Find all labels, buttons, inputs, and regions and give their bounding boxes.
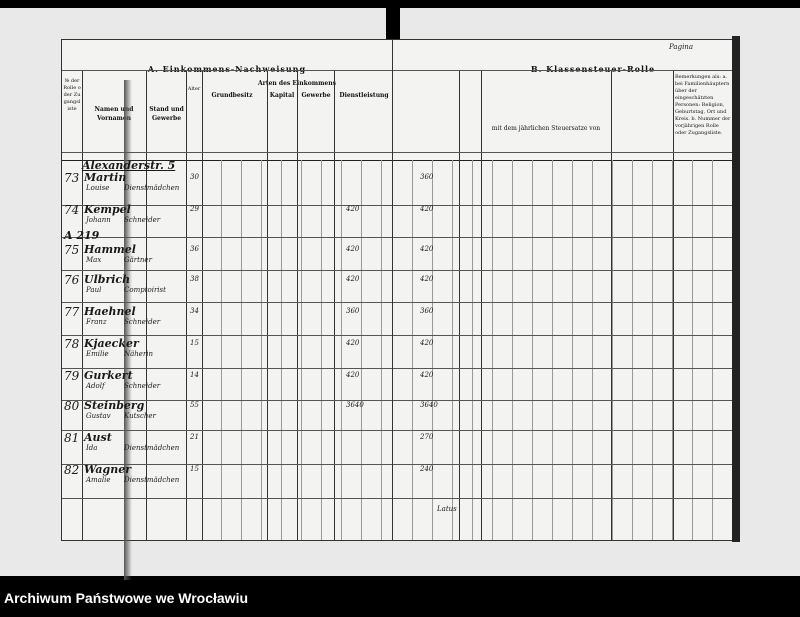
tax-value: 420 — [420, 275, 434, 283]
occupation: Dienstmädchen — [124, 184, 180, 192]
occupation: Comptoirist — [124, 286, 166, 294]
col-age-header: Alter — [187, 86, 201, 92]
income-value: 360 — [346, 307, 360, 315]
row-number: 80 — [64, 399, 80, 413]
first-name: Amalie — [86, 476, 111, 484]
rate-subheader: mit dem jährlichen Steuersatze von — [491, 125, 601, 132]
latus-label: Latus — [437, 505, 457, 513]
tax-value: 360 — [420, 307, 434, 315]
row-number: 78 — [64, 337, 80, 351]
first-name: Emilie — [86, 350, 109, 358]
surname: Ulbrich — [84, 273, 131, 286]
age: 34 — [190, 307, 199, 315]
remarks-header: Bemerkungen als: a. bei Familienhäuptern… — [675, 74, 731, 136]
age: 38 — [190, 275, 199, 283]
occupation: Schneider — [124, 382, 161, 390]
row-number: 73 — [64, 171, 80, 185]
group-grundbesitz: Grundbesitz — [211, 92, 253, 99]
income-value: 420 — [346, 275, 360, 283]
age: 29 — [190, 205, 199, 213]
occupation: Gärtner — [124, 256, 152, 264]
tax-value: 420 — [420, 205, 434, 213]
left-page: A. Einkommens-Nachweisung Arten des Eink… — [62, 40, 392, 580]
first-name: Johann — [86, 216, 111, 224]
age: 14 — [190, 371, 199, 379]
occupation: Dienstmädchen — [124, 476, 180, 484]
first-name: Max — [86, 256, 102, 264]
row-number: 74 — [64, 203, 80, 217]
occupation: Schneider — [124, 216, 161, 224]
occupation: Schneider — [124, 318, 161, 326]
corner-note: Pagina — [669, 43, 693, 51]
surname: Wagner — [84, 463, 132, 476]
age: 15 — [190, 339, 199, 347]
occupation: Kutscher — [124, 412, 156, 420]
tax-value: 360 — [420, 173, 434, 181]
tax-value: 240 — [420, 465, 434, 473]
age: 15 — [190, 465, 199, 473]
income-value: 420 — [346, 205, 360, 213]
income-value: 420 — [346, 245, 360, 253]
row-number: 79 — [64, 369, 80, 383]
surname: Hammel — [84, 243, 136, 256]
age: 36 — [190, 245, 199, 253]
right-header: B. Klassensteuer-Rolle Pagina mit dem jä… — [393, 40, 733, 161]
row-number: 77 — [64, 305, 80, 319]
archive-caption: Archiwum Państwowe we Wrocławiu — [4, 590, 249, 606]
first-name: Gustav — [86, 412, 111, 420]
row-number: 81 — [64, 431, 80, 445]
group-kapital: Kapital — [269, 92, 295, 99]
left-header: A. Einkommens-Nachweisung Arten des Eink… — [62, 40, 392, 161]
surname: Gurkert — [84, 369, 133, 382]
income-value: 3640 — [346, 401, 364, 409]
row-number: 76 — [64, 273, 80, 287]
first-name: Adolf — [86, 382, 105, 390]
tax-value: 3640 — [420, 401, 438, 409]
left-title: A. Einkommens-Nachweisung — [147, 64, 307, 74]
surname: Steinberg — [84, 399, 145, 412]
row-number: 82 — [64, 463, 80, 477]
surname: Martin — [84, 171, 127, 184]
occupation: Dienstmädchen — [124, 444, 180, 452]
age: 30 — [190, 173, 199, 181]
surname: Haehnel — [84, 305, 136, 318]
income-value: 420 — [346, 371, 360, 379]
first-name: Louise — [86, 184, 110, 192]
col-stand-header: Stand und Gewerbe — [149, 106, 184, 122]
surname: Kempel — [84, 203, 131, 216]
group-dienstleistung: Dienstleistung — [339, 92, 389, 99]
age: 21 — [190, 433, 199, 441]
tax-value: 270 — [420, 433, 434, 441]
right-page: B. Klassensteuer-Rolle Pagina mit dem jä… — [393, 40, 733, 540]
surname: Aust — [84, 431, 112, 444]
tax-value: 420 — [420, 371, 434, 379]
tax-value: 420 — [420, 245, 434, 253]
occupation: Näherin — [124, 350, 154, 358]
first-name: Paul — [86, 286, 102, 294]
row-number: 75 — [64, 243, 80, 257]
annotation: A 219 — [64, 229, 100, 242]
surname: Kjaecker — [84, 337, 139, 350]
right-title: B. Klassensteuer-Rolle — [530, 64, 656, 74]
first-name: Franz — [86, 318, 107, 326]
income-value: 420 — [346, 339, 360, 347]
group-gewerbe: Gewerbe — [301, 92, 331, 99]
first-name: Ida — [86, 444, 98, 452]
tax-value: 420 — [420, 339, 434, 347]
age: 55 — [190, 401, 199, 409]
col-name-header: Namen und Vornamen — [94, 106, 134, 122]
address-note: Alexanderstr. 5 — [82, 159, 176, 172]
col-number-header: № der Rolle oder Zugangsliste — [63, 78, 81, 112]
